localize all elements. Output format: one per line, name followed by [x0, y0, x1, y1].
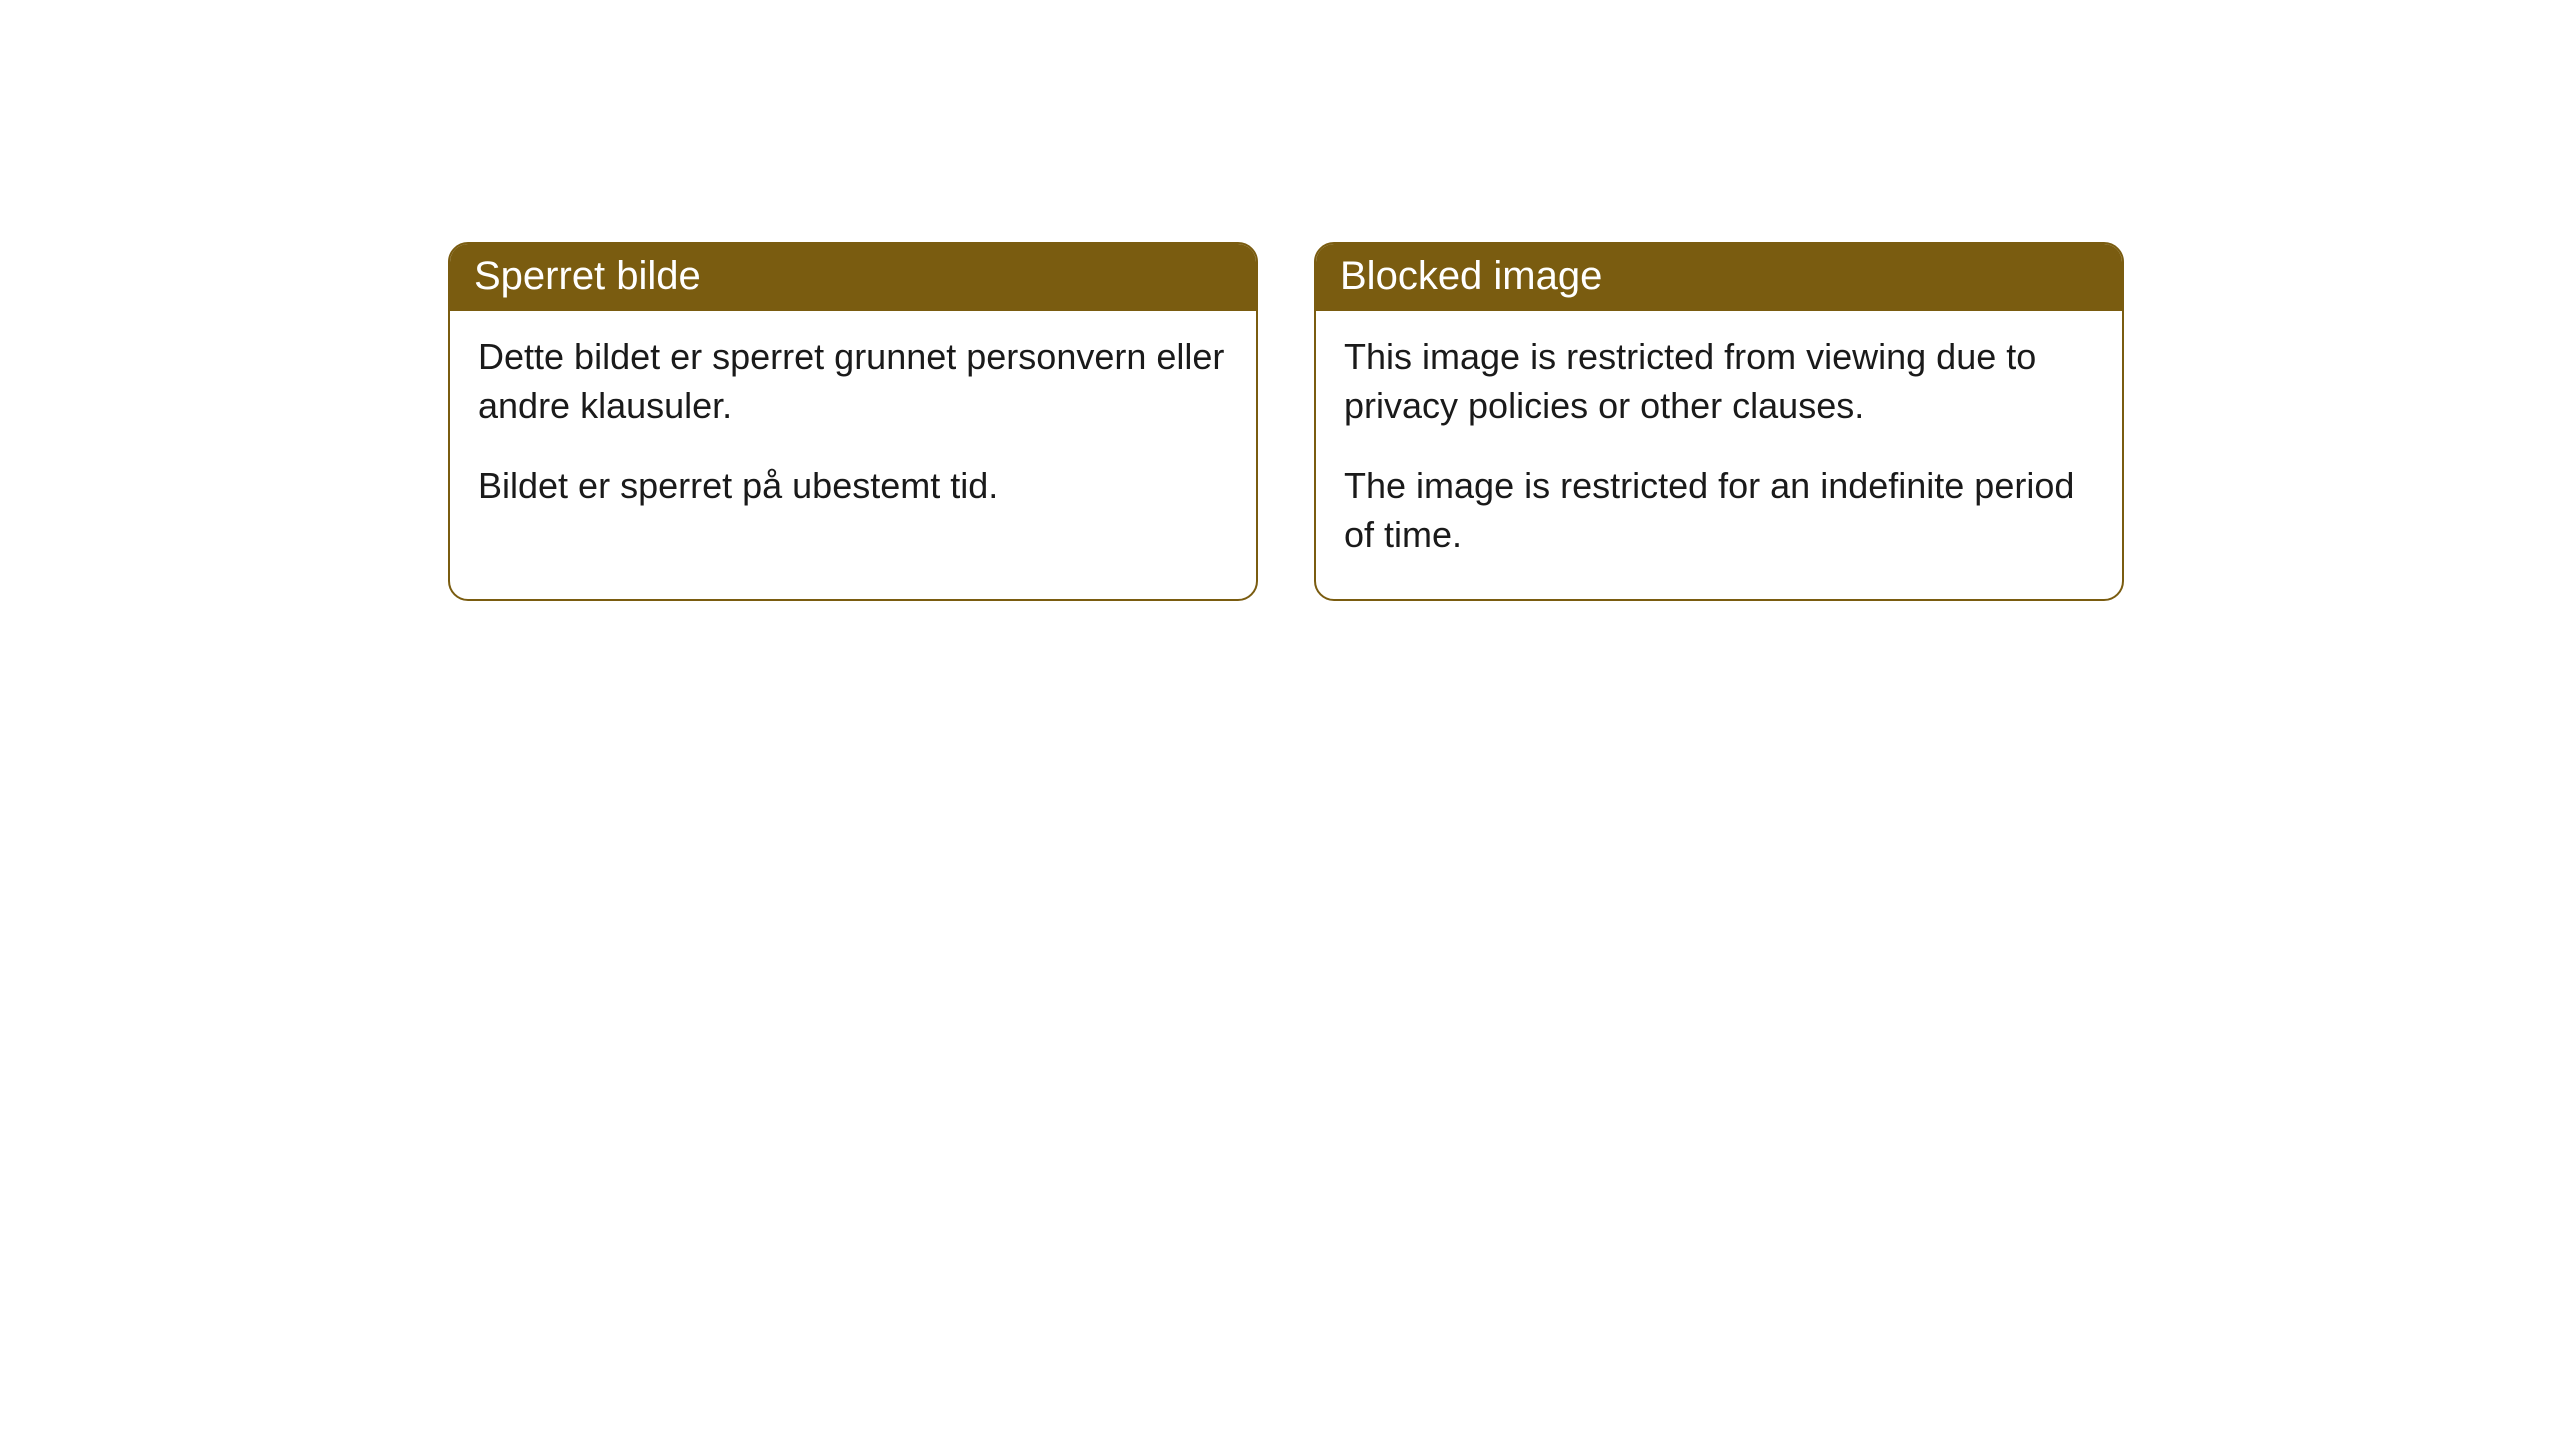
card-paragraph: The image is restricted for an indefinit…	[1344, 462, 2094, 559]
card-body: Dette bildet er sperret grunnet personve…	[450, 311, 1256, 551]
card-header: Sperret bilde	[450, 244, 1256, 311]
blocked-image-card-norwegian: Sperret bilde Dette bildet er sperret gr…	[448, 242, 1258, 601]
card-title: Sperret bilde	[474, 254, 701, 298]
card-title: Blocked image	[1340, 254, 1602, 298]
card-paragraph: Bildet er sperret på ubestemt tid.	[478, 462, 1228, 511]
card-paragraph: Dette bildet er sperret grunnet personve…	[478, 333, 1228, 430]
card-paragraph: This image is restricted from viewing du…	[1344, 333, 2094, 430]
card-header: Blocked image	[1316, 244, 2122, 311]
blocked-image-card-english: Blocked image This image is restricted f…	[1314, 242, 2124, 601]
notice-container: Sperret bilde Dette bildet er sperret gr…	[0, 0, 2560, 601]
card-body: This image is restricted from viewing du…	[1316, 311, 2122, 599]
